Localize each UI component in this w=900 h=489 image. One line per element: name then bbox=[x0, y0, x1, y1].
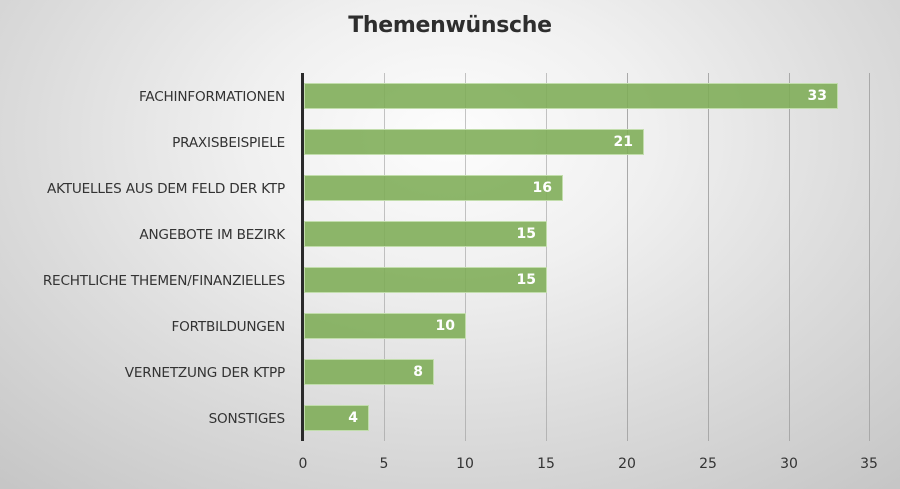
gridline bbox=[869, 73, 870, 441]
bar: 10 bbox=[304, 313, 466, 339]
bar-value-label: 15 bbox=[516, 272, 536, 288]
x-tick-label: 10 bbox=[456, 456, 474, 472]
gridline bbox=[627, 73, 628, 441]
gridline bbox=[465, 73, 466, 441]
x-tick-label: 15 bbox=[537, 456, 555, 472]
gridline bbox=[708, 73, 709, 441]
x-tick-label: 5 bbox=[379, 456, 389, 472]
bar-value-label: 21 bbox=[613, 134, 633, 150]
bar: 21 bbox=[304, 129, 644, 155]
bar: 33 bbox=[304, 83, 838, 109]
x-tick-label: 25 bbox=[699, 456, 717, 472]
bar-row: 10 bbox=[303, 303, 870, 349]
bar: 15 bbox=[304, 221, 547, 247]
category-label: FACHINFORMATIONEN bbox=[139, 89, 285, 105]
bar: 8 bbox=[304, 359, 434, 385]
bar-row: 15 bbox=[303, 257, 870, 303]
bar-value-label: 10 bbox=[435, 318, 455, 334]
category-label: PRAXISBEISPIELE bbox=[172, 135, 285, 151]
category-label: AKTUELLES AUS DEM FELD DER KTP bbox=[47, 181, 285, 197]
bar-row: 15 bbox=[303, 211, 870, 257]
bar-value-label: 15 bbox=[516, 226, 536, 242]
category-label: SONSTIGES bbox=[208, 411, 286, 427]
x-tick-label: 20 bbox=[618, 456, 636, 472]
x-tick-label: 0 bbox=[298, 456, 308, 472]
bar-row: 4 bbox=[303, 395, 870, 441]
category-label: VERNETZUNG DER KTPP bbox=[124, 365, 285, 381]
bar-row: 8 bbox=[303, 349, 870, 395]
bar-value-label: 4 bbox=[348, 410, 358, 426]
bar-value-label: 16 bbox=[532, 180, 552, 196]
bar-row: 21 bbox=[303, 119, 870, 165]
gridline bbox=[546, 73, 547, 441]
bar: 15 bbox=[304, 267, 547, 293]
category-label: RECHTLICHE THEMEN/FINANZIELLES bbox=[42, 273, 285, 289]
plot-area: 33 21 16 15 15 10 bbox=[301, 73, 870, 441]
gridline bbox=[384, 73, 385, 441]
category-label: ANGEBOTE IM BEZIRK bbox=[139, 227, 285, 243]
category-label: FORTBILDUNGEN bbox=[171, 319, 286, 335]
chart-title: Themenwünsche bbox=[348, 13, 552, 38]
x-tick-label: 35 bbox=[860, 456, 878, 472]
y-axis-line bbox=[301, 73, 304, 441]
bar-row: 33 bbox=[303, 73, 870, 119]
bar-value-label: 8 bbox=[413, 364, 423, 380]
gridline bbox=[789, 73, 790, 441]
x-tick-label: 30 bbox=[780, 456, 798, 472]
bar: 16 bbox=[304, 175, 563, 201]
bar: 4 bbox=[304, 405, 369, 431]
bar-value-label: 33 bbox=[807, 88, 827, 104]
bar-row: 16 bbox=[303, 165, 870, 211]
